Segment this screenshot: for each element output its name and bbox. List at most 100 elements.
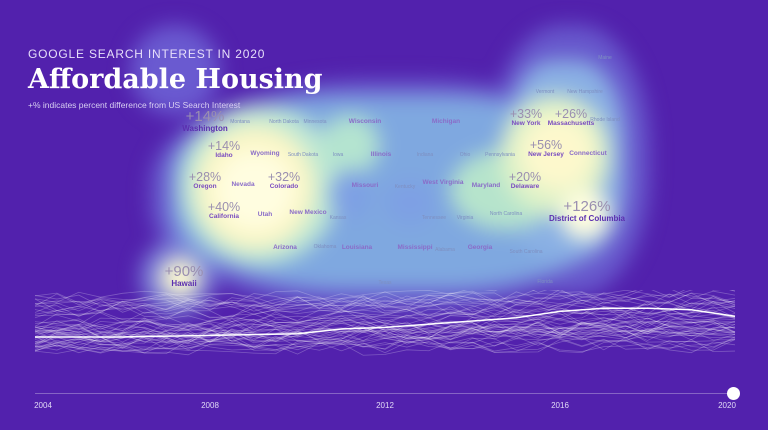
state-name: New Hampshire <box>567 89 603 95</box>
state-trend-line <box>34 292 736 313</box>
state-trend-line <box>34 321 736 344</box>
state-label-idaho[interactable]: +14% Idaho <box>208 139 240 160</box>
state-label-california[interactable]: +40% California <box>208 200 240 221</box>
state-name: New Mexico <box>289 209 327 216</box>
state-trend-line <box>34 312 736 334</box>
state-name: Arizona <box>273 244 297 251</box>
timeline-slider-handle[interactable] <box>727 387 740 400</box>
state-label-colorado[interactable]: +32% Colorado <box>267 170 301 191</box>
state-name: Maine <box>598 55 612 61</box>
state-trend-line <box>34 325 736 343</box>
page-subtitle: +% indicates percent difference from US … <box>28 100 241 110</box>
state-name: Montana <box>230 119 250 125</box>
state-label-new-mexico[interactable]: New Mexico <box>289 209 327 217</box>
state-name: District of Columbia <box>548 213 626 223</box>
state-label-ohio[interactable]: Ohio <box>460 152 471 158</box>
state-label-north-carolina[interactable]: North Carolina <box>490 211 522 217</box>
year-label[interactable]: 2020 <box>718 401 736 410</box>
state-name: Idaho <box>215 152 233 160</box>
state-label-maryland[interactable]: Maryland <box>472 182 501 190</box>
state-label-rhode-island[interactable]: Rhode Island <box>590 117 619 123</box>
state-label-mississippi[interactable]: Mississippi <box>397 244 432 252</box>
state-label-nevada[interactable]: Nevada <box>231 181 255 189</box>
state-label-utah[interactable]: Utah <box>258 211 272 219</box>
state-label-tennessee[interactable]: Tennessee <box>421 215 447 221</box>
year-label[interactable]: 2016 <box>551 401 569 410</box>
year-label[interactable]: 2008 <box>201 401 219 410</box>
state-label-illinois[interactable]: Illinois <box>371 151 392 159</box>
state-name: Colorado <box>269 183 299 191</box>
state-label-maine[interactable]: Maine <box>598 55 612 61</box>
state-name: New Jersey <box>528 151 564 159</box>
us-trend-line <box>35 307 736 338</box>
state-label-minnesota[interactable]: Minnesota <box>303 119 326 125</box>
state-label-michigan[interactable]: Michigan <box>432 118 460 126</box>
state-name: Wyoming <box>250 150 280 157</box>
state-name: Delaware <box>510 183 540 191</box>
state-label-new-jersey[interactable]: +56% New Jersey <box>528 138 564 159</box>
state-label-pennsylvania[interactable]: Pennsylvania <box>485 152 515 158</box>
state-label-kansas[interactable]: Kansas <box>329 215 347 221</box>
state-label-missouri[interactable]: Missouri <box>352 182 379 190</box>
state-label-washington[interactable]: +14% Washington <box>182 109 227 133</box>
state-trend-line <box>34 297 736 318</box>
state-label-massachusetts[interactable]: +26% Massachusetts <box>548 107 595 128</box>
state-label-oklahoma[interactable]: Oklahoma <box>313 244 337 250</box>
state-label-dc[interactable]: +126% District of Columbia <box>549 199 625 223</box>
state-label-alabama[interactable]: Alabama <box>435 247 455 253</box>
state-pct: +20% <box>508 170 542 184</box>
state-trend-line <box>34 290 736 307</box>
state-label-kentucky[interactable]: Kentucky <box>394 184 416 190</box>
state-label-montana[interactable]: Montana <box>230 119 250 125</box>
timeline-track[interactable] <box>35 393 735 394</box>
state-pct: +90% <box>164 263 204 280</box>
state-label-texas[interactable]: Texas <box>378 280 392 286</box>
state-pct: +32% <box>267 170 301 184</box>
state-label-wyoming[interactable]: Wyoming <box>250 150 280 158</box>
state-label-iowa[interactable]: Iowa <box>333 152 344 158</box>
state-label-hawaii[interactable]: +90% Hawaii <box>165 264 204 288</box>
state-name: Nevada <box>231 181 255 188</box>
state-label-delaware[interactable]: +20% Delaware <box>508 170 542 191</box>
state-pct: +56% <box>529 138 563 152</box>
state-name: Tennessee <box>421 215 447 221</box>
state-label-vermont[interactable]: Vermont <box>535 89 555 95</box>
state-name: Kansas <box>329 215 347 221</box>
state-trend-line <box>34 316 736 338</box>
state-label-georgia[interactable]: Georgia <box>468 244 493 252</box>
state-name: Vermont <box>535 89 555 95</box>
state-name: Pennsylvania <box>485 152 515 158</box>
year-label[interactable]: 2012 <box>376 401 394 410</box>
state-label-north-dakota[interactable]: North Dakota <box>269 119 298 125</box>
state-label-connecticut[interactable]: Connecticut <box>569 150 607 158</box>
state-label-florida[interactable]: Florida <box>537 279 552 285</box>
year-label[interactable]: 2004 <box>34 401 52 410</box>
state-trend-line <box>34 312 736 332</box>
state-trend-line <box>34 317 736 339</box>
state-name: Oklahoma <box>313 244 337 250</box>
state-label-indiana[interactable]: Indiana <box>417 152 433 158</box>
state-label-oregon[interactable]: +28% Oregon <box>189 170 221 191</box>
state-trend-line <box>34 306 736 328</box>
state-label-louisiana[interactable]: Louisiana <box>342 244 372 252</box>
state-label-south-dakota[interactable]: South Dakota <box>288 152 318 158</box>
state-label-virginia[interactable]: Virginia <box>457 215 474 221</box>
state-trend-line <box>34 318 736 346</box>
state-label-west-virginia[interactable]: West Virginia <box>422 179 464 187</box>
state-label-new-hampshire[interactable]: New Hampshire <box>567 89 603 95</box>
state-label-new-york[interactable]: +33% New York <box>510 107 542 128</box>
state-trend-line <box>34 290 736 316</box>
state-trend-line <box>34 296 736 313</box>
state-name: Kentucky <box>394 184 416 190</box>
state-trend-line <box>34 300 736 326</box>
state-label-wisconsin[interactable]: Wisconsin <box>348 118 382 126</box>
state-trend-line <box>34 320 736 337</box>
state-trend-line <box>34 291 736 307</box>
state-label-arizona[interactable]: Arizona <box>273 244 297 252</box>
state-name: Texas <box>378 280 392 286</box>
state-name: West Virginia <box>422 179 464 186</box>
state-name: Wisconsin <box>348 118 382 125</box>
state-trend-line <box>34 330 736 354</box>
state-trend-line <box>34 320 736 339</box>
state-label-south-carolina[interactable]: South Carolina <box>509 249 542 255</box>
